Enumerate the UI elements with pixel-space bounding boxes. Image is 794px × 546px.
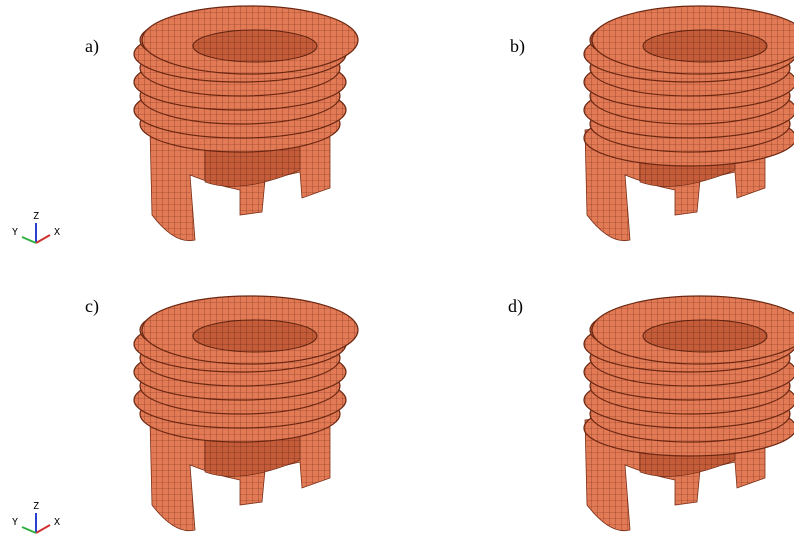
- z-label: Z: [33, 501, 39, 512]
- axis-triad: Z Y X: [12, 501, 60, 533]
- panel: [134, 6, 358, 241]
- mesh-model: [134, 6, 358, 241]
- x-label: X: [54, 517, 60, 528]
- mesh-model: [584, 6, 794, 241]
- top-opening: [193, 320, 317, 352]
- panel-label: d): [508, 296, 523, 317]
- mesh-model: [584, 296, 794, 531]
- y-label: Y: [12, 517, 18, 528]
- panel-label: c): [85, 296, 99, 317]
- panel-label: b): [510, 36, 525, 57]
- axis-triad: Z Y X: [12, 211, 60, 243]
- x-axis: [36, 235, 50, 243]
- top-opening: [643, 320, 767, 352]
- y-axis: [22, 237, 36, 243]
- y-label: Y: [12, 227, 18, 238]
- z-label: Z: [33, 211, 39, 222]
- panel: [584, 6, 794, 241]
- x-label: X: [54, 227, 60, 238]
- panel-label: a): [85, 36, 99, 57]
- figure: a)ZYXb)ZYXc)ZYXd)ZYX: [0, 0, 794, 546]
- top-opening: [643, 30, 767, 62]
- mesh-model: [134, 296, 358, 531]
- panel: [134, 296, 358, 531]
- x-axis: [36, 525, 50, 533]
- y-axis: [22, 527, 36, 533]
- top-opening: [193, 30, 317, 62]
- panel: [584, 296, 794, 531]
